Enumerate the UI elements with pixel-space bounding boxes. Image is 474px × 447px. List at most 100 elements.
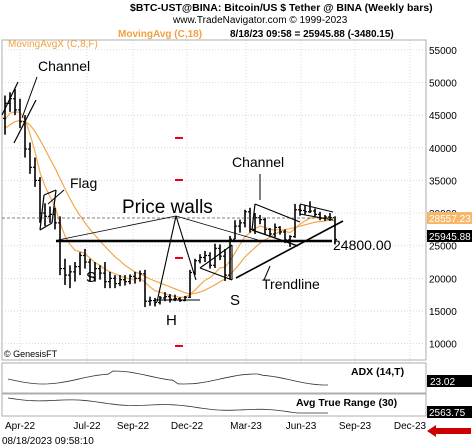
ma-price-tag: 28557.23 — [427, 212, 472, 225]
ohlc-bar — [88, 258, 92, 282]
level-label: 24800.00 — [333, 237, 392, 253]
ohlc-bar — [68, 265, 72, 289]
shoulder-left-label: S — [86, 269, 96, 286]
x-tick-label: Jun-23 — [286, 421, 317, 432]
ohlc-bar — [203, 250, 207, 263]
ohlc-bar — [228, 235, 232, 280]
atr-value: 2563.75 — [429, 408, 466, 419]
chart-title: $BTC-UST@BINA: Bitcoin/US $ Tether @ BIN… — [130, 2, 433, 14]
adx-panel: ADX (14,T) 23.02 — [1, 362, 472, 394]
trendline-label: Trendline — [262, 276, 320, 292]
ohlc-bar — [143, 269, 147, 308]
overlay-line — [57, 215, 177, 241]
overlay-line — [175, 215, 259, 241]
y-tick-label: 45000 — [429, 111, 457, 122]
ohlc-bar — [63, 258, 67, 285]
y-tick-label: 25000 — [429, 242, 457, 253]
ohlc-bar — [113, 275, 117, 289]
overlay-line — [51, 189, 57, 224]
ma-price-tag-text: 28557.23 — [429, 214, 471, 225]
ohlc-bar — [308, 201, 312, 214]
ohlc-bar — [223, 248, 227, 281]
overlay-line — [39, 222, 53, 231]
atr-label: Avg True Range (30) — [296, 397, 397, 409]
brand-label: © GenesisFT — [4, 349, 58, 359]
fast-ma-legend: MovingAvgX (C,8,F) — [8, 39, 98, 50]
overlay-line — [299, 203, 334, 213]
overlay-line — [43, 189, 57, 196]
ohlc-bar — [28, 142, 32, 174]
y-tick-label: 15000 — [429, 307, 457, 318]
ohlc-bar — [168, 294, 172, 303]
y-tick-label: 20000 — [429, 274, 457, 285]
ohlc-bar — [273, 223, 277, 238]
flag-pointer — [47, 189, 65, 205]
ohlc-bar — [278, 226, 282, 235]
y-tick-label: 55000 — [429, 46, 457, 57]
atr-line — [7, 397, 328, 414]
ohlc-bar — [118, 275, 122, 287]
x-tick-label: Jul-22 — [73, 421, 101, 432]
x-tick-label: Dec-23 — [394, 421, 427, 432]
adx-label: ADX (14,T) — [351, 366, 404, 378]
shoulder-right-label: S — [230, 292, 240, 309]
ohlc-bar — [233, 220, 237, 240]
overlay-line — [299, 213, 334, 221]
y-axis-tick-labels: 5500050000450004000035000300002500020000… — [429, 46, 457, 351]
ohlc-bar — [73, 262, 77, 282]
trendline — [235, 220, 344, 279]
ohlc-bar — [263, 217, 267, 234]
ohlc-bar — [93, 262, 97, 282]
price-panel-frame — [1, 39, 427, 361]
overlay-line — [251, 229, 299, 247]
ohlc-bar — [3, 95, 7, 135]
ohlc-bar — [48, 206, 52, 223]
price-panel: 5500050000450004000035000300002500020000… — [1, 39, 457, 416]
head-label: H — [166, 312, 177, 329]
channel-label-right: Channel — [232, 154, 284, 170]
ohlc-bar — [103, 262, 107, 289]
overlay-line — [39, 194, 45, 231]
ohlc-bar — [218, 244, 222, 261]
ohlc-bar — [13, 88, 17, 116]
overlay-line — [13, 99, 37, 144]
ohlc-bar — [18, 98, 22, 129]
footer-timestamp: 08/18/2023 09:58:10 — [2, 436, 94, 447]
y-tick-label: 10000 — [429, 340, 457, 351]
red-markers — [175, 137, 183, 347]
atr-panel: Avg True Range (30) 2563.75 — [1, 393, 472, 419]
ohlc-bar — [133, 271, 137, 284]
scroll-right-arrow[interactable] — [427, 425, 471, 437]
ohlc-bar — [243, 209, 247, 228]
overlay-line — [156, 215, 177, 303]
channel-pointer — [21, 76, 38, 119]
ohlc-bar — [148, 296, 152, 306]
y-tick-label: 40000 — [429, 144, 457, 155]
ohlc-bar — [138, 270, 142, 282]
last-price-tag-text: 25945.88 — [429, 232, 471, 243]
adx-value: 23.02 — [430, 377, 455, 388]
channel-label-top: Channel — [38, 58, 90, 74]
overlay-line — [175, 215, 197, 281]
overlay-line — [251, 203, 256, 231]
adx-line — [7, 370, 328, 386]
last-price-tag: 25945.88 — [427, 230, 472, 243]
overlay-line — [199, 244, 233, 269]
ohlc-bar — [268, 228, 272, 236]
ohlc-bars — [3, 88, 337, 308]
overlay-line — [1, 81, 19, 116]
ohlc-bar — [128, 274, 132, 285]
ohlc-bar — [108, 271, 112, 289]
trendline-pointer — [263, 265, 271, 281]
ohlc-bar — [313, 208, 317, 217]
copyright-text: www.TradeNavigator.com © 1999-2023 — [172, 15, 348, 26]
ohlc-bar — [213, 243, 217, 268]
slow-ma-legend: MovingAvg (C,18) — [118, 29, 202, 40]
ohlc-bar — [33, 157, 37, 187]
ohlc-bar — [98, 265, 102, 280]
flag-label: Flag — [70, 175, 97, 191]
ohlc-bar — [123, 275, 127, 286]
y-tick-label: 50000 — [429, 78, 457, 89]
x-tick-label: Sep-23 — [339, 421, 372, 432]
